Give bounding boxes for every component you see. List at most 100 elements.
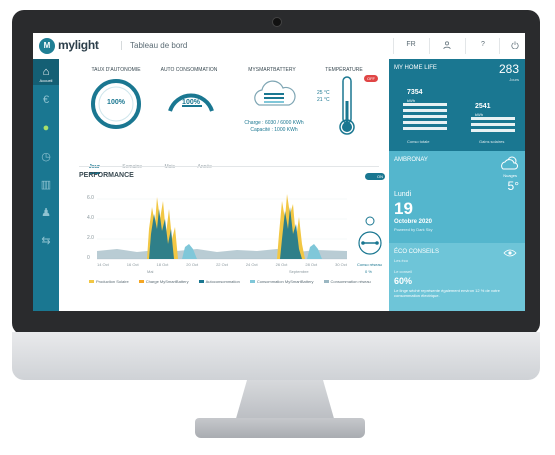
weather-condition: Nuages (503, 173, 517, 178)
home-icon: ⌂ (42, 66, 50, 78)
battery-consumption-area (307, 244, 322, 259)
logo-icon[interactable]: M (39, 38, 55, 54)
x-tick: 18 Oct (156, 262, 169, 267)
kpi-temperature-title: Température (325, 67, 363, 73)
battery-charge: Charge : 6030 / 6000 KWh (244, 120, 304, 126)
weather-day: Lundi (394, 191, 412, 198)
performance-toggle[interactable]: ON (365, 173, 385, 180)
legend-item[interactable]: Autoconsommation (198, 279, 240, 284)
home-life-value-1: 7354 (407, 89, 423, 96)
divider (429, 38, 430, 54)
x-axis-labels: 14 Oct 16 Oct 18 Oct 20 Oct 22 Oct 24 Oc… (97, 262, 347, 267)
y-tick: 0 (87, 255, 90, 261)
sidebar-item-stats[interactable]: ▥ (33, 171, 59, 197)
sidebar-item-label: Accueil (39, 78, 53, 83)
performance-chart[interactable] (97, 189, 347, 261)
page-title: Tableau de bord (121, 41, 187, 50)
thermometer-icon (339, 76, 355, 135)
performance-title: Performance (79, 172, 134, 179)
eco-advice-card[interactable]: Éco conseils Les éco Le conseil 60% Le l… (389, 243, 525, 311)
sidebar-item-eco[interactable]: ● (33, 115, 59, 141)
selfcons-gauge (168, 93, 214, 112)
monitor-stand-foot (195, 418, 365, 438)
chart-legend: Production Solaire Charge MySmartBattery… (89, 279, 379, 284)
kpi-selfcons-title: Auto consommation (160, 67, 218, 73)
kpi-autonomy-title: Taux d'autonomie (91, 67, 141, 73)
home-life-label-2: Gains solaires (479, 139, 505, 144)
weather-temp: 5° (507, 179, 519, 193)
eco-section: Le conseil (394, 269, 413, 274)
eco-percentage: 60% (394, 276, 413, 286)
top-bar: M mylight Tableau de bord FR ? (33, 33, 525, 60)
temperature-value-1: 25 °C (317, 90, 330, 96)
sidebar-item-finance[interactable]: € (33, 87, 59, 113)
self-consumption-area (280, 207, 302, 259)
home-life-value-2: 2541 (475, 103, 491, 110)
home-life-title: My Home Life (394, 65, 437, 71)
kpi-battery-title: MySmartBattery (248, 67, 296, 73)
conso-label: Conso réseau (357, 262, 382, 267)
sidebar-item-account[interactable]: ♟ (33, 199, 59, 225)
x-tick: 16 Oct (126, 262, 139, 267)
tab-year[interactable]: Année (197, 164, 212, 170)
user-icon: ♟ (41, 206, 51, 219)
x-tick: 28 Oct (305, 262, 318, 267)
y-tick: 4.0 (87, 215, 94, 221)
y-tick: 6.0 (87, 195, 94, 201)
weather-card[interactable]: Ambronay Nuages 5° Lundi 19 Octobre 2020… (389, 151, 525, 243)
x-tick: 30 Oct (335, 262, 347, 267)
battery-capacity: Capacité : 1000 KWh (250, 127, 298, 133)
cloud-battery-icon (254, 80, 296, 106)
sidebar-item-home[interactable]: ⌂ Accueil (33, 59, 59, 85)
eye-icon (503, 249, 517, 257)
user-icon[interactable] (437, 41, 457, 51)
period-tabs: Jour Semaine Mois Année (89, 155, 230, 174)
x-caption-left: Mai (147, 269, 154, 274)
monitor-stand-neck (235, 380, 335, 422)
legend-item[interactable]: Charge MySmartBattery (138, 279, 189, 284)
home-life-unit-2: kWh (475, 112, 483, 117)
x-tick: 22 Oct (216, 262, 228, 267)
share-icon: ⇆ (41, 234, 51, 247)
power-icon[interactable] (505, 41, 525, 51)
sidebar-item-history[interactable]: ◷ (33, 143, 59, 169)
brand-name: mylight (58, 38, 99, 52)
tab-week[interactable]: Semaine (122, 164, 143, 170)
help-button[interactable]: ? (481, 41, 485, 48)
weather-month: Octobre 2020 (394, 219, 433, 225)
cloud-sun-icon (501, 156, 519, 170)
kpi-selfcons-value: 100% (182, 99, 200, 106)
temperature-off-badge[interactable]: OFF (364, 75, 378, 82)
language-selector[interactable]: FR (406, 41, 416, 48)
y-tick: 2.0 (87, 235, 94, 241)
monitor-chin (12, 332, 540, 380)
legend-item[interactable]: Consommation réseau (323, 279, 371, 284)
home-life-bars-1 (403, 103, 447, 130)
home-life-days: 283 (498, 62, 519, 76)
conso-indicator[interactable] (355, 215, 385, 260)
legend-item[interactable]: Production Solaire (89, 279, 129, 284)
kpi-autonomy-value: 100% (107, 99, 125, 106)
x-tick: 14 Oct (97, 262, 109, 267)
clock-icon: ◷ (41, 150, 51, 163)
home-life-card[interactable]: My Home Life 283 Jours 7354 kWh 2541 kWh… (389, 59, 525, 151)
home-life-unit-1: kWh (407, 98, 415, 103)
legend-item[interactable]: Consommation MySmartBattery (249, 279, 314, 284)
tab-month[interactable]: Mois (164, 164, 176, 170)
right-panel: My Home Life 283 Jours 7354 kWh 2541 kWh… (389, 59, 525, 311)
eco-sub: Les éco (394, 258, 409, 263)
tab-day[interactable]: Jour (89, 164, 100, 174)
webcam (272, 17, 282, 27)
autonomy-gauge (91, 79, 141, 129)
sidebar-item-share[interactable]: ⇆ (33, 227, 59, 253)
weather-powered: Powered by Dark Sky (394, 227, 433, 232)
screen: M mylight Tableau de bord FR ? ⌂ Accueil… (33, 33, 525, 311)
temperature-value-2: 21 °C (317, 97, 330, 103)
weather-city: Ambronay (394, 157, 428, 163)
self-consumption-area (149, 209, 174, 259)
x-caption-right: Septembre (289, 269, 309, 274)
x-tick: 24 Oct (245, 262, 258, 267)
leaf-icon: ● (42, 122, 50, 134)
divider (393, 38, 394, 54)
eco-text: Le linge séché représente également envi… (394, 288, 500, 298)
